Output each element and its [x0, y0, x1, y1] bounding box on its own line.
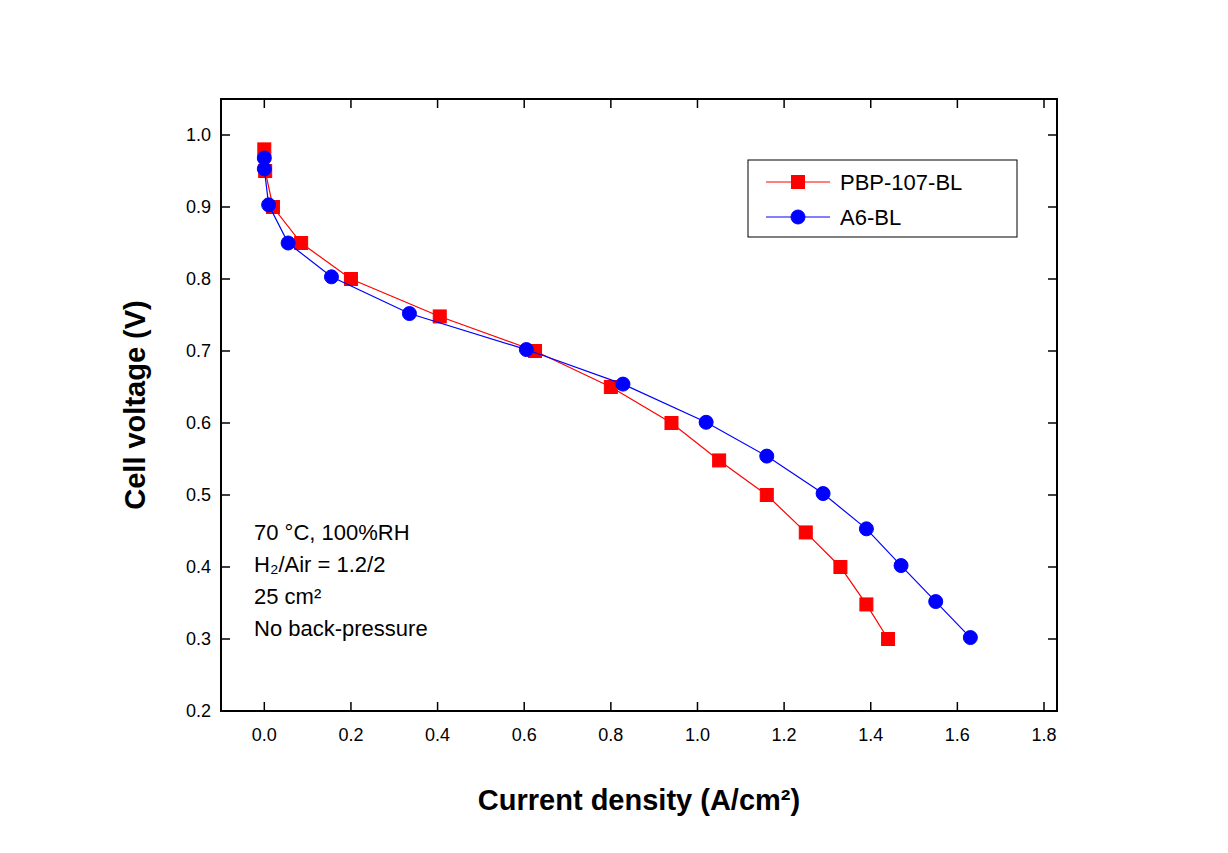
x-tick-label: 0.6 — [512, 725, 537, 745]
y-tick — [221, 494, 230, 496]
y-tick-label: 0.6 — [186, 413, 211, 433]
x-tick-label: 1.8 — [1031, 725, 1056, 745]
data-point — [834, 561, 847, 574]
y-tick — [221, 206, 230, 208]
data-point — [324, 270, 338, 284]
x-tick-top — [264, 99, 266, 108]
y-axis-title: Cell voltage (V) — [119, 300, 151, 510]
annotation: 70 °C, 100%RH — [254, 520, 410, 545]
y-tick-label: 1.0 — [186, 125, 211, 145]
x-tick — [783, 702, 785, 711]
x-tick — [437, 702, 439, 711]
data-point — [713, 454, 726, 467]
data-point — [699, 415, 713, 429]
y-tick — [221, 422, 230, 424]
x-tick-label: 0.2 — [338, 725, 363, 745]
data-point — [402, 307, 416, 321]
data-point — [665, 417, 678, 430]
x-tick-label: 0.8 — [598, 725, 623, 745]
data-point — [816, 487, 830, 501]
y-tick-right — [1048, 350, 1057, 352]
x-tick-top — [783, 99, 785, 108]
x-tick-label: 1.4 — [858, 725, 883, 745]
legend-label: A6-BL — [840, 205, 901, 230]
data-point — [519, 343, 533, 357]
data-point — [963, 631, 977, 645]
y-tick-right — [1048, 638, 1057, 640]
data-point — [860, 598, 873, 611]
y-tick-right — [1048, 422, 1057, 424]
data-point — [882, 633, 895, 646]
x-tick-top — [957, 99, 959, 108]
data-point — [604, 381, 617, 394]
x-tick — [350, 702, 352, 711]
y-tick-label: 0.3 — [186, 629, 211, 649]
x-tick-top — [350, 99, 352, 108]
y-tick-right — [1048, 494, 1057, 496]
annotation: H₂/Air = 1.2/2 — [254, 552, 385, 577]
data-point — [799, 526, 812, 539]
y-tick-label: 0.8 — [186, 269, 211, 289]
y-tick-label: 0.4 — [186, 557, 211, 577]
data-point — [929, 595, 943, 609]
x-tick-label: 0.4 — [425, 725, 450, 745]
legend-box — [748, 160, 1017, 237]
annotation: 25 cm² — [254, 584, 321, 609]
data-point — [760, 449, 774, 463]
x-tick-top — [697, 99, 699, 108]
y-tick — [221, 710, 230, 712]
data-point — [257, 162, 271, 176]
x-tick-top — [1043, 99, 1045, 108]
x-tick — [523, 702, 525, 711]
y-tick-right — [1048, 278, 1057, 280]
x-tick-label: 1.2 — [772, 725, 797, 745]
y-tick-label: 0.2 — [186, 701, 211, 721]
x-tick-top — [437, 99, 439, 108]
y-tick-right — [1048, 134, 1057, 136]
data-point — [859, 522, 873, 536]
y-tick-right — [1048, 566, 1057, 568]
data-point — [262, 198, 276, 212]
data-point — [760, 489, 773, 502]
y-tick — [221, 566, 230, 568]
data-point — [616, 377, 630, 391]
x-tick — [1043, 702, 1045, 711]
x-tick-label: 1.6 — [945, 725, 970, 745]
data-point — [295, 237, 308, 250]
y-tick — [221, 134, 230, 136]
x-tick-top — [610, 99, 612, 108]
x-tick — [870, 702, 872, 711]
y-tick — [221, 278, 230, 280]
x-tick — [957, 702, 959, 711]
x-tick-top — [523, 99, 525, 108]
x-tick-top — [870, 99, 872, 108]
legend-marker — [791, 210, 805, 224]
y-tick — [221, 350, 230, 352]
x-tick — [264, 702, 266, 711]
y-tick-label: 0.5 — [186, 485, 211, 505]
x-tick — [697, 702, 699, 711]
annotation: No back-pressure — [254, 616, 428, 641]
data-point — [894, 559, 908, 573]
y-tick-label: 0.7 — [186, 341, 211, 361]
y-tick-right — [1048, 710, 1057, 712]
x-tick-label: 0.0 — [252, 725, 277, 745]
x-tick — [610, 702, 612, 711]
x-tick-label: 1.0 — [685, 725, 710, 745]
y-tick-right — [1048, 206, 1057, 208]
legend-label: PBP-107-BL — [840, 170, 962, 195]
plot-frame — [221, 99, 1057, 711]
y-tick — [221, 638, 230, 640]
y-tick-label: 0.9 — [186, 197, 211, 217]
data-point — [281, 236, 295, 250]
chart: 0.0 0.2 0.4 0.6 0.8 1.0 1.2 1.4 1.6 1.8 0.2 0.3 0.4 0… — [0, 0, 1228, 853]
x-axis-title: Current density (A/cm²) — [478, 784, 800, 816]
legend-marker — [792, 176, 805, 189]
